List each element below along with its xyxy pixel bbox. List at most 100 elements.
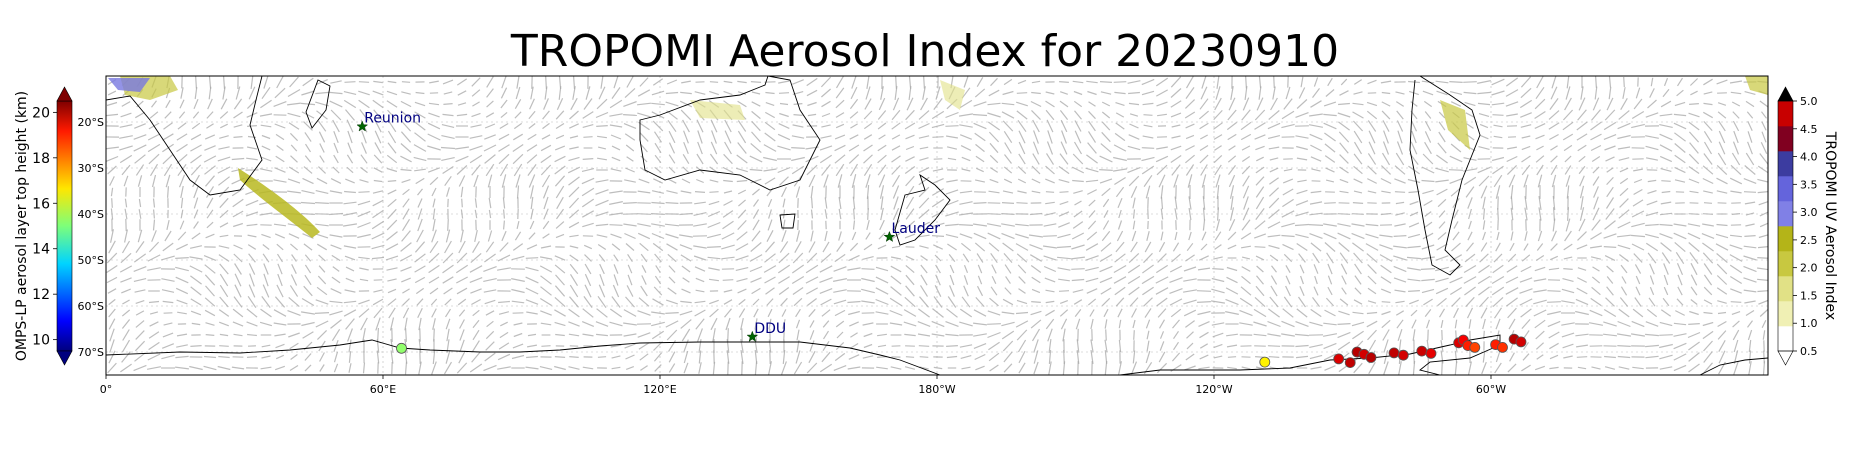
wind-arrow <box>179 220 185 230</box>
wind-arrow <box>1409 211 1419 217</box>
wind-arrow <box>474 198 478 208</box>
wind-arrow <box>249 273 255 287</box>
wind-arrow <box>1575 333 1589 337</box>
wind-arrow <box>1185 164 1195 176</box>
wind-arrow <box>1354 287 1362 295</box>
wind-arrow <box>1016 101 1028 107</box>
wind-arrow <box>428 264 440 274</box>
wind-arrow <box>1200 86 1208 100</box>
wind-arrow <box>542 220 550 230</box>
wind-arrow <box>793 297 803 307</box>
wind-arrow <box>1575 298 1589 306</box>
wind-arrow <box>500 111 508 119</box>
wind-arrow <box>542 110 550 120</box>
wind-arrow <box>904 122 916 130</box>
wind-arrow <box>1001 213 1015 215</box>
wind-arrow <box>1506 113 1518 117</box>
wind-arrow <box>386 231 398 241</box>
wind-arrow <box>1421 288 1435 294</box>
wind-arrow <box>668 351 676 363</box>
wind-arrow <box>1174 231 1178 241</box>
wind-arrow <box>667 287 677 295</box>
wind-arrow <box>1281 123 1295 129</box>
wind-arrow <box>1717 311 1727 315</box>
wind-arrow <box>1647 99 1657 109</box>
wind-arrow <box>1269 157 1279 161</box>
wind-arrow <box>512 153 524 165</box>
wind-arrow <box>487 174 493 188</box>
wind-arrow <box>556 208 564 220</box>
wind-arrow <box>1057 256 1071 260</box>
wind-arrow <box>847 267 861 271</box>
wind-arrow <box>1269 167 1279 173</box>
wind-arrow <box>1339 154 1349 164</box>
wind-arrow <box>917 321 931 327</box>
wind-arrow <box>428 276 440 284</box>
wind-arrow <box>1561 288 1575 294</box>
wind-arrow <box>1687 223 1701 227</box>
wind-arrow <box>443 361 453 375</box>
wind-arrow <box>807 298 817 306</box>
wind-arrow <box>1547 290 1561 292</box>
wind-arrow <box>119 124 133 128</box>
wind-arrow <box>274 296 286 308</box>
wind-arrow <box>1310 366 1322 370</box>
wind-arrow <box>1659 334 1673 336</box>
wind-arrow <box>161 354 175 360</box>
wind-arrow <box>1338 121 1350 131</box>
wind-arrow <box>1281 333 1295 337</box>
wind-arrow <box>918 197 930 209</box>
wind-arrow <box>1520 87 1532 99</box>
wind-arrow <box>721 232 735 240</box>
wind-arrow <box>1594 86 1598 100</box>
wind-arrow <box>1732 141 1740 155</box>
wind-arrow <box>639 132 649 142</box>
wind-arrow <box>905 274 915 286</box>
wind-arrow <box>1340 263 1348 275</box>
wind-arrow <box>206 221 214 229</box>
wind-arrow <box>1424 211 1432 217</box>
wind-arrow <box>1593 186 1599 198</box>
wind-arrow <box>582 124 594 128</box>
wind-arrow <box>1017 339 1027 353</box>
wind-arrow <box>165 174 171 188</box>
aerosol-patch-australia <box>690 100 745 120</box>
wind-arrow <box>120 112 132 118</box>
wind-arrow <box>863 343 873 349</box>
wind-arrow <box>190 275 202 285</box>
wind-arrow <box>316 177 328 185</box>
wind-arrow <box>414 241 426 253</box>
wind-arrow <box>246 98 258 110</box>
wind-arrow <box>1577 109 1587 121</box>
wind-arrow <box>539 265 553 273</box>
wind-arrow <box>791 135 805 139</box>
wind-arrow <box>1256 97 1264 111</box>
right-cb-tick-label: 4.0 <box>1800 151 1818 164</box>
wind-arrow <box>526 344 538 348</box>
wind-arrow <box>1550 145 1558 151</box>
wind-arrow <box>429 80 439 84</box>
wind-arrow <box>219 296 229 308</box>
wind-arrow <box>1169 277 1183 283</box>
wind-arrow <box>1436 90 1448 96</box>
wind-arrow <box>1353 153 1363 165</box>
wind-arrow <box>989 142 999 154</box>
wind-arrow <box>1045 191 1055 193</box>
wind-arrow <box>1253 308 1267 318</box>
wind-arrow <box>318 265 326 273</box>
wind-arrow <box>875 287 889 295</box>
wind-arrow <box>1748 361 1752 375</box>
wind-arrow <box>417 218 423 232</box>
wind-arrow <box>877 164 887 176</box>
wind-arrow <box>1226 266 1238 272</box>
wind-arrow <box>1757 278 1768 282</box>
wind-arrow <box>595 189 609 195</box>
wind-arrow <box>976 285 984 297</box>
wind-arrow <box>1703 299 1713 305</box>
wind-arrow <box>1561 300 1575 304</box>
wind-arrow <box>1618 366 1630 370</box>
wind-arrow <box>640 253 648 263</box>
wind-arrow <box>526 355 538 359</box>
wind-arrow <box>1016 299 1028 305</box>
wind-arrow <box>1674 179 1686 183</box>
